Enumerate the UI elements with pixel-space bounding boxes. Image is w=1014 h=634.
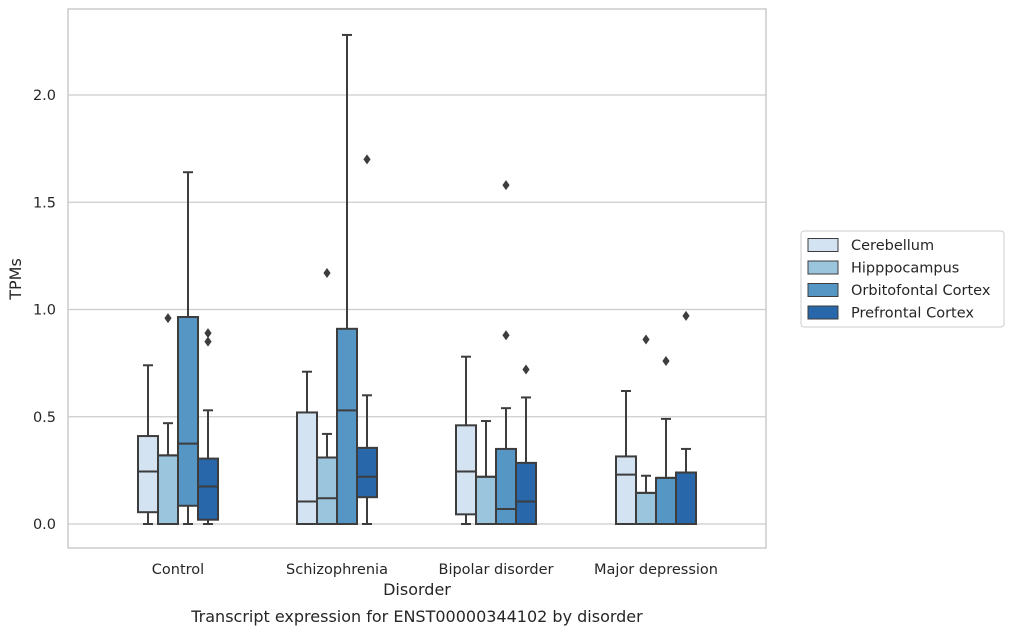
- box: [675, 310, 697, 525]
- y-tick-label: 2.0: [33, 88, 56, 104]
- legend-label: Cerebellum: [851, 238, 934, 254]
- outlier-point: [522, 364, 530, 375]
- y-axis-title: TPMs: [6, 258, 25, 301]
- box-body: [515, 461, 537, 525]
- y-tick-label: 1.0: [33, 303, 56, 319]
- y-tick-label: 0.0: [33, 517, 56, 533]
- legend: Cerebellum Hipppocampus Orbitofontal Corte…: [800, 230, 1005, 328]
- legend-label: Orbitofontal Cortex: [851, 283, 991, 299]
- box-body: [336, 327, 358, 525]
- box-body: [635, 491, 657, 525]
- box-series: [137, 33, 697, 526]
- box-body: [495, 447, 517, 525]
- x-tick-label: Bipolar disorder: [439, 562, 554, 578]
- x-tick-label: Schizophrenia: [286, 562, 388, 578]
- outlier-point: [682, 310, 690, 321]
- box: [157, 313, 179, 525]
- legend-frame: [800, 230, 1005, 328]
- outlier-point: [502, 330, 510, 341]
- legend-swatch: [807, 305, 839, 320]
- outlier-point: [662, 355, 670, 366]
- legend-swatch: [807, 260, 839, 275]
- box: [635, 334, 657, 525]
- box-body: [197, 457, 219, 521]
- legend-swatch: [807, 283, 839, 297]
- series-prefrontal-cortex: [197, 154, 697, 525]
- box: [356, 154, 378, 525]
- x-tick-labels: Control Schizophrenia Bipolar disorder Majo…: [152, 562, 718, 578]
- box-body: [615, 455, 637, 525]
- box-body: [475, 475, 497, 525]
- outlier-point: [164, 313, 172, 324]
- series-hipppocampus: [157, 268, 657, 526]
- outlier-point: [204, 336, 212, 347]
- box: [515, 364, 537, 525]
- outlier-point: [363, 154, 371, 165]
- box-body: [177, 316, 199, 507]
- outlier-point: [642, 334, 650, 345]
- box: [615, 390, 637, 525]
- box-body: [675, 471, 697, 525]
- box: [495, 180, 517, 525]
- x-axis-title: Disorder: [383, 580, 451, 599]
- y-tick-label: 0.5: [33, 410, 56, 426]
- box-body: [356, 446, 378, 499]
- chart-caption: Transcript expression for ENST0000034410…: [190, 607, 643, 626]
- box-body: [137, 435, 159, 514]
- box-body: [455, 424, 477, 516]
- box-body: [157, 454, 179, 525]
- box-body: [296, 411, 318, 525]
- box: [296, 370, 318, 525]
- box: [455, 355, 477, 525]
- x-tick-label: Major depression: [594, 562, 718, 578]
- y-tick-labels: 0.0 0.5 1.0 1.5 2.0: [33, 88, 56, 533]
- box-body: [316, 456, 338, 526]
- outlier-point: [323, 268, 331, 279]
- plot-frame: [67, 8, 767, 549]
- series-orbitofontal-cortex: [177, 33, 677, 526]
- legend-label: Prefrontal Cortex: [851, 306, 974, 322]
- box: [197, 328, 219, 525]
- series-cerebellum: [137, 355, 637, 525]
- box-body: [655, 476, 677, 526]
- outlier-point: [204, 328, 212, 339]
- box: [336, 33, 358, 525]
- legend-label: Hipppocampus: [851, 261, 959, 277]
- x-tick-label: Control: [152, 562, 204, 578]
- legend-swatch: [807, 238, 839, 252]
- outlier-point: [502, 180, 510, 191]
- box: [177, 171, 199, 525]
- y-tick-label: 1.5: [33, 195, 56, 211]
- box: [137, 364, 159, 525]
